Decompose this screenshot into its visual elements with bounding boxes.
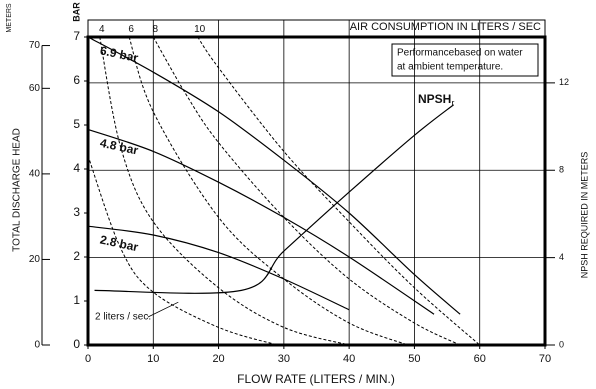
x-tick-label: 70 <box>539 353 551 365</box>
npsh-label: NPSHr <box>418 92 454 108</box>
x-tick-label: 20 <box>212 353 224 365</box>
y-tick-label: 1 <box>73 293 80 307</box>
y-tick-label: 2 <box>73 249 80 263</box>
note-line: at ambient temperature. <box>397 62 503 73</box>
y3-tick-label: 60 <box>29 83 41 94</box>
y-tick-label: 3 <box>73 205 80 219</box>
air-label: 4 <box>99 24 105 35</box>
air-label: 6 <box>128 24 134 35</box>
air-curve <box>128 36 409 346</box>
performance-curve <box>87 36 461 315</box>
x-tick-label: 10 <box>147 353 159 365</box>
curve-label: 4.8 bar <box>99 136 140 158</box>
air-label: 2 liters / sec. <box>95 312 151 323</box>
y-tick-label: 0 <box>73 337 80 351</box>
air-label: 8 <box>153 24 159 35</box>
leader <box>147 301 179 318</box>
y-tick-label: 5 <box>73 117 80 131</box>
curve-label: 6.9 bar <box>99 43 140 65</box>
y-tick-label: 4 <box>73 161 80 175</box>
x-axis-label: FLOW RATE (LITERS / MIN.) <box>237 372 395 386</box>
y2-tick-label: 0 <box>559 339 564 349</box>
note-box <box>391 43 539 77</box>
y-tick-label: 6 <box>73 73 80 87</box>
air-curve <box>197 36 481 346</box>
head-title: TOTAL DISCHARGE HEAD <box>12 128 23 252</box>
performance-curve <box>87 128 435 315</box>
x-tick-label: 40 <box>343 353 355 365</box>
npsh-name: NPSH <box>418 92 451 106</box>
y2-tick-label: 8 <box>559 165 564 175</box>
npsh-title: NPSH REQUIRED IN METERS <box>579 152 589 279</box>
air-curve <box>99 36 350 346</box>
y2-tick-label: 12 <box>559 77 569 87</box>
meters-label: METERS <box>6 3 13 33</box>
npsh-curve <box>94 104 454 294</box>
y3-tick-label: 0 <box>34 340 40 351</box>
npsh-subscript: r <box>451 98 454 108</box>
y2-tick-label: 4 <box>559 252 564 262</box>
x-tick-label: 0 <box>85 353 91 365</box>
x-tick-label: 30 <box>278 353 290 365</box>
y-tick-label: 7 <box>73 29 80 43</box>
note-line: Performancebased on water <box>397 48 523 59</box>
y3-tick-label: 70 <box>29 40 41 51</box>
performance-curve <box>87 225 350 311</box>
air-label: 10 <box>194 24 206 35</box>
y3-tick-label: 20 <box>29 254 41 265</box>
y3-tick-label: 40 <box>29 169 41 180</box>
air-curve <box>152 36 461 346</box>
x-tick-label: 60 <box>474 353 486 365</box>
bar-label: BAR <box>71 2 81 22</box>
curve-label: 2.8 bar <box>99 233 140 255</box>
top-strip <box>87 19 546 38</box>
top-label: AIR CONSUMPTION IN LITERS / SEC <box>350 21 541 33</box>
x-tick-label: 50 <box>408 353 420 365</box>
